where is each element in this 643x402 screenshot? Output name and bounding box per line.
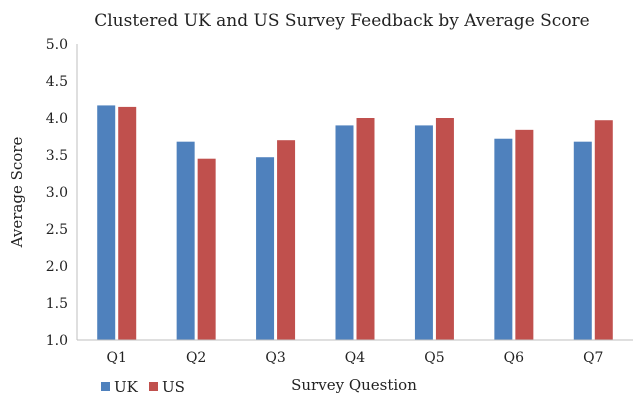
- y-tick-label: 1.5: [46, 296, 68, 312]
- bar-us-q1: [118, 106, 137, 341]
- bar-series: [97, 105, 613, 341]
- y-axis-ticks: 1.0 1.5 2.0 2.5 3.0 3.5 4.0 4.5 5.0: [46, 37, 68, 349]
- y-tick-label: 1.0: [46, 333, 68, 349]
- bar-us-q2: [197, 158, 216, 340]
- x-tick-label: Q2: [186, 350, 206, 366]
- y-tick-label: 4.0: [46, 111, 68, 127]
- bar-uk-q3: [256, 157, 275, 340]
- bar-uk-q5: [414, 125, 433, 341]
- x-axis-title: Survey Question: [291, 376, 417, 394]
- x-tick-label: Q1: [107, 350, 127, 366]
- legend: UK US: [101, 378, 185, 396]
- y-axis-title: Average Score: [8, 137, 26, 249]
- legend-swatch-uk: [101, 382, 110, 391]
- x-axis-ticks: Q1 Q2 Q3 Q4 Q5 Q6 Q7: [107, 350, 604, 366]
- bar-us-q5: [435, 118, 454, 340]
- x-tick-label: Q7: [583, 350, 603, 366]
- bar-us-q3: [277, 140, 296, 340]
- y-tick-label: 2.0: [46, 259, 68, 275]
- y-tick-label: 5.0: [46, 37, 68, 53]
- y-tick-label: 2.5: [46, 222, 68, 238]
- bar-us-q7: [594, 120, 613, 340]
- bar-uk-q7: [573, 141, 592, 340]
- x-tick-label: Q6: [504, 350, 524, 366]
- legend-swatch-us: [149, 382, 158, 391]
- legend-label-uk: UK: [114, 378, 139, 396]
- y-tick-label: 3.0: [46, 185, 68, 201]
- bar-uk-q4: [335, 125, 354, 341]
- bar-us-q4: [356, 118, 375, 340]
- legend-label-us: US: [162, 378, 185, 396]
- chart-title: Clustered UK and US Survey Feedback by A…: [94, 11, 590, 31]
- x-tick-label: Q3: [265, 350, 285, 366]
- x-tick-label: Q4: [345, 350, 365, 366]
- bar-uk-q6: [494, 138, 513, 340]
- bar-uk-q1: [97, 105, 116, 340]
- bar-uk-q2: [176, 141, 195, 340]
- y-tick-label: 3.5: [46, 148, 68, 164]
- x-tick-label: Q5: [424, 350, 444, 366]
- y-tick-label: 4.5: [46, 74, 68, 90]
- bar-us-q6: [515, 129, 534, 340]
